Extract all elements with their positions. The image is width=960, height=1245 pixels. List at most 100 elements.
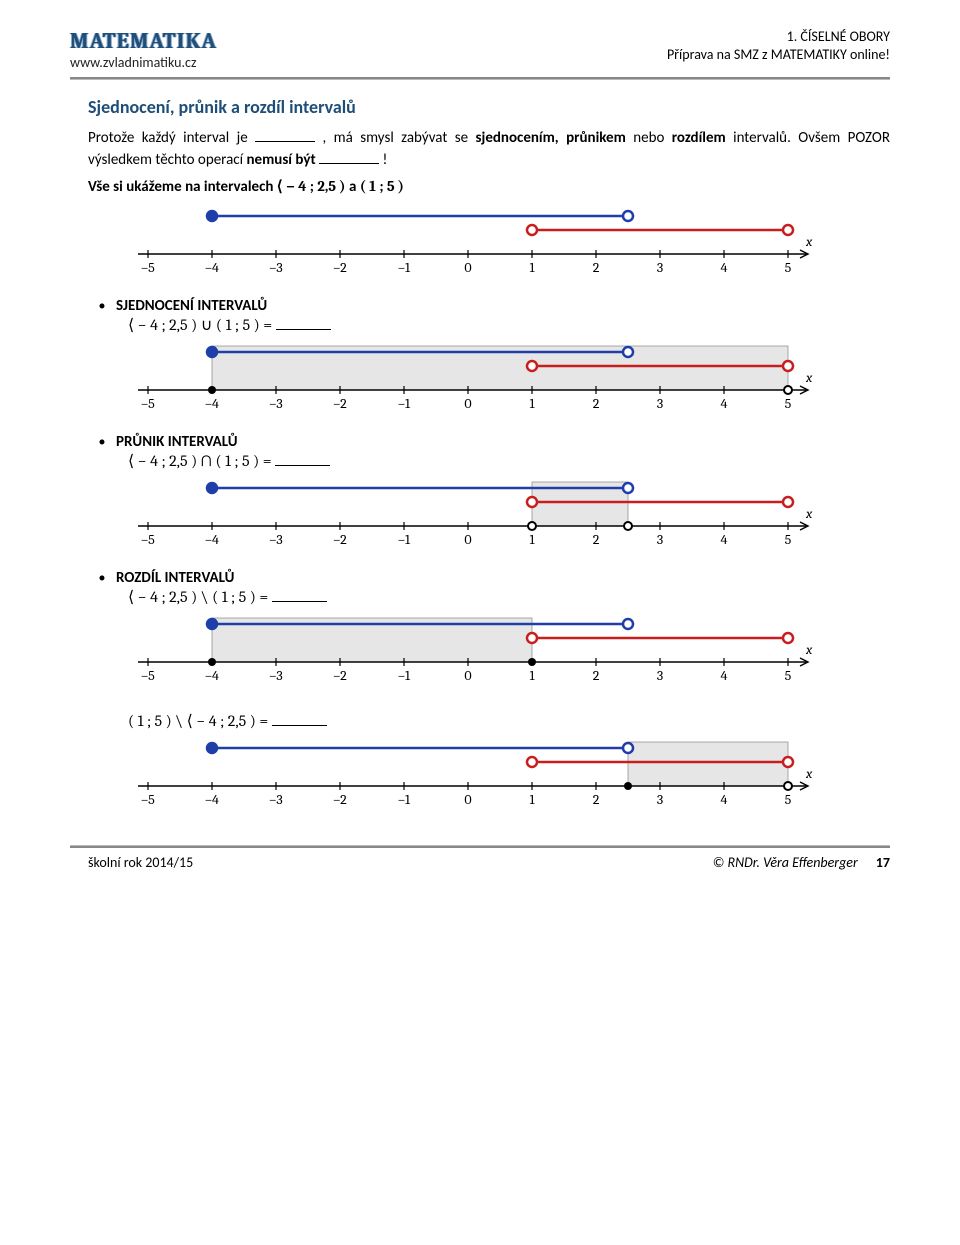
- svg-text:1: 1: [529, 667, 535, 684]
- content: Sjednocení, průnik a rozdíl intervalů Pr…: [70, 80, 890, 821]
- svg-text:–2: –2: [333, 667, 347, 684]
- svg-text:3: 3: [657, 667, 663, 684]
- svg-text:–2: –2: [333, 259, 347, 276]
- blank-1: [255, 141, 315, 142]
- header-right: 1. ČÍSELNÉ OBORY Příprava na SMZ z MATEM…: [667, 28, 890, 64]
- svg-text:–3: –3: [269, 395, 282, 412]
- svg-text:–4: –4: [205, 667, 219, 684]
- op-diff: • ROZDÍL INTERVALŮ ⟨ − 4 ; 2,5 ) \ ( 1 ;…: [88, 569, 890, 821]
- para-bold: nemusí být: [246, 151, 315, 169]
- svg-text:3: 3: [657, 259, 663, 276]
- op-diff-title: ROZDÍL INTERVALŮ: [116, 569, 234, 587]
- svg-text:5: 5: [785, 791, 792, 808]
- svg-text:–1: –1: [398, 259, 411, 276]
- svg-text:0: 0: [464, 791, 471, 808]
- para-text: !: [383, 151, 388, 169]
- svg-text:–5: –5: [141, 791, 155, 808]
- op-inter-expr-row: ⟨ − 4 ; 2,5 ) ∩ ( 1 ; 5 ) =: [128, 451, 890, 470]
- interval-a-expr: ⟨ − 4 ; 2,5 ): [277, 177, 346, 195]
- chapter-subtitle: Příprava na SMZ z MATEMATIKY online!: [667, 46, 890, 64]
- svg-text:–1: –1: [398, 667, 411, 684]
- svg-text:0: 0: [464, 259, 471, 276]
- op-union-expr-row: ⟨ − 4 ; 2,5 ) ∪ ( 1 ; 5 ) =: [128, 315, 890, 334]
- svg-text:4: 4: [721, 791, 728, 808]
- op-inter: • PRŮNIK INTERVALŮ ⟨ − 4 ; 2,5 ) ∩ ( 1 ;…: [88, 433, 890, 561]
- svg-text:x: x: [805, 369, 813, 386]
- footer-left: školní rok 2014/15: [88, 854, 193, 871]
- para-bold: rozdílem: [672, 129, 726, 147]
- svg-text:0: 0: [464, 531, 471, 548]
- intro-text: a: [349, 178, 360, 196]
- svg-text:–1: –1: [398, 531, 411, 548]
- bullet-icon: •: [88, 297, 116, 314]
- svg-text:–2: –2: [333, 395, 347, 412]
- svg-text:3: 3: [657, 791, 663, 808]
- diagram-inter: x–5–4–3–2–1012345: [128, 476, 890, 561]
- svg-text:x: x: [805, 641, 813, 658]
- intro-text: Vše si ukážeme na intervalech: [88, 178, 277, 196]
- para-text: Protože každý interval je: [88, 129, 255, 147]
- chapter-title: 1. ČÍSELNÉ OBORY: [667, 28, 890, 46]
- logo-text: MATEMATIKA: [70, 28, 217, 54]
- svg-text:4: 4: [721, 531, 728, 548]
- svg-text:1: 1: [529, 791, 535, 808]
- op-inter-expr: ⟨ − 4 ; 2,5 ) ∩ ( 1 ; 5 ) =: [128, 452, 272, 470]
- para-bold: sjednocením, průnikem: [476, 129, 626, 147]
- interval-b-expr: ( 1 ; 5 ): [360, 177, 404, 195]
- svg-text:4: 4: [721, 395, 728, 412]
- svg-text:–2: –2: [333, 791, 347, 808]
- op-diff-expr: ⟨ − 4 ; 2,5 ) \ ( 1 ; 5 ) =: [128, 588, 268, 606]
- bullet-icon: •: [88, 569, 116, 586]
- svg-text:x: x: [805, 765, 813, 782]
- svg-text:5: 5: [785, 667, 792, 684]
- para-text: nebo: [633, 129, 672, 147]
- bullet-icon: •: [88, 433, 116, 450]
- op-union-title: SJEDNOCENÍ INTERVALŮ: [116, 297, 267, 315]
- op-union-expr: ⟨ − 4 ; 2,5 ) ∪ ( 1 ; 5 ) =: [128, 316, 272, 334]
- svg-text:–3: –3: [269, 259, 282, 276]
- svg-text:–4: –4: [205, 531, 219, 548]
- svg-text:2: 2: [593, 667, 600, 684]
- page-header: MATEMATIKA www.zvladnimatiku.cz 1. ČÍSEL…: [70, 28, 890, 71]
- op-union: • SJEDNOCENÍ INTERVALŮ ⟨ − 4 ; 2,5 ) ∪ (…: [88, 297, 890, 425]
- op-inter-title: PRŮNIK INTERVALŮ: [116, 433, 238, 451]
- svg-text:–5: –5: [141, 395, 155, 412]
- svg-text:x: x: [805, 233, 813, 250]
- svg-text:4: 4: [721, 259, 728, 276]
- op-diff2-expr-row: ( 1 ; 5 ) \ ⟨ − 4 ; 2,5 ) =: [128, 711, 890, 730]
- blank-inter: [275, 465, 330, 466]
- example-intro: Vše si ukážeme na intervalech ⟨ − 4 ; 2,…: [88, 176, 890, 199]
- svg-text:3: 3: [657, 531, 663, 548]
- svg-text:3: 3: [657, 395, 663, 412]
- op-diff-expr-row: ⟨ − 4 ; 2,5 ) \ ( 1 ; 5 ) =: [128, 587, 890, 606]
- intro-paragraph: Protože každý interval je , má smysl zab…: [88, 128, 890, 172]
- svg-text:1: 1: [529, 259, 535, 276]
- svg-text:–4: –4: [205, 791, 219, 808]
- blank-diff2: [272, 725, 327, 726]
- svg-text:4: 4: [721, 667, 728, 684]
- svg-text:0: 0: [464, 395, 471, 412]
- svg-text:–4: –4: [205, 259, 219, 276]
- footer-center: © RNDr. Věra Effenberger: [193, 854, 876, 871]
- svg-text:–5: –5: [141, 531, 155, 548]
- svg-text:0: 0: [464, 667, 471, 684]
- svg-text:–5: –5: [141, 667, 155, 684]
- para-text: , má smysl zabývat se: [323, 129, 476, 147]
- blank-diff: [272, 601, 327, 602]
- svg-text:x: x: [805, 505, 813, 522]
- header-left: MATEMATIKA www.zvladnimatiku.cz: [70, 28, 217, 71]
- svg-text:–2: –2: [333, 531, 347, 548]
- blank-union: [276, 329, 331, 330]
- op-diff2-expr: ( 1 ; 5 ) \ ⟨ − 4 ; 2,5 ) =: [128, 712, 268, 730]
- svg-text:2: 2: [593, 259, 600, 276]
- svg-text:2: 2: [593, 531, 600, 548]
- svg-text:–3: –3: [269, 531, 282, 548]
- svg-text:–4: –4: [205, 395, 219, 412]
- svg-text:–1: –1: [398, 791, 411, 808]
- diagram-top: x–5–4–3–2–1012345: [128, 204, 890, 289]
- site-url: www.zvladnimatiku.cz: [70, 54, 217, 71]
- diagram-diff: x–5–4–3–2–1012345: [128, 612, 890, 697]
- svg-text:2: 2: [593, 395, 600, 412]
- svg-text:–1: –1: [398, 395, 411, 412]
- svg-text:1: 1: [529, 531, 535, 548]
